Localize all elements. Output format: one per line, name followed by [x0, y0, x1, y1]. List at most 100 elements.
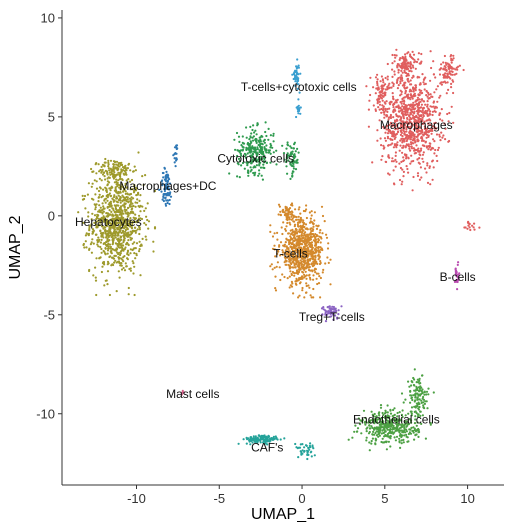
- data-point: [297, 109, 300, 112]
- data-point: [112, 163, 115, 166]
- data-point: [392, 82, 395, 86]
- data-point: [124, 233, 127, 236]
- data-point: [382, 144, 385, 147]
- data-point: [97, 217, 100, 220]
- data-point: [450, 61, 453, 64]
- data-point: [278, 205, 281, 208]
- data-point: [236, 162, 239, 165]
- data-point: [123, 188, 126, 191]
- data-point: [125, 179, 128, 182]
- data-point: [305, 282, 308, 285]
- data-point: [119, 190, 122, 194]
- data-point: [258, 164, 261, 167]
- data-point: [136, 198, 139, 201]
- data-point: [403, 124, 406, 127]
- data-point: [289, 211, 292, 214]
- data-point: [297, 112, 300, 115]
- data-point: [167, 185, 170, 188]
- data-point: [296, 240, 299, 243]
- data-point: [109, 159, 113, 162]
- data-point: [94, 206, 97, 209]
- data-point: [429, 119, 432, 122]
- data-point: [289, 241, 292, 244]
- data-point: [317, 250, 320, 253]
- data-point: [115, 204, 118, 207]
- data-point: [97, 189, 101, 193]
- data-point: [401, 151, 404, 154]
- data-point: [407, 97, 410, 100]
- data-point: [115, 173, 118, 176]
- data-point: [320, 307, 324, 310]
- data-point: [105, 233, 108, 236]
- data-point: [127, 286, 130, 290]
- data-point: [298, 268, 301, 271]
- data-point: [378, 94, 381, 97]
- data-point: [251, 128, 254, 132]
- data-point: [138, 232, 141, 236]
- data-point: [127, 239, 130, 242]
- data-point: [138, 240, 141, 243]
- data-point: [334, 307, 337, 310]
- data-point: [126, 228, 129, 231]
- data-point: [300, 450, 303, 454]
- data-point: [401, 79, 404, 82]
- data-point: [103, 175, 106, 178]
- data-point: [126, 224, 129, 227]
- data-point: [412, 75, 415, 78]
- data-point: [347, 438, 350, 441]
- data-point: [440, 63, 443, 66]
- data-point: [447, 120, 450, 123]
- x-axis-ticks: -10 -5 0 5 10: [127, 485, 475, 506]
- data-point: [394, 165, 397, 168]
- data-point: [267, 127, 270, 130]
- data-point: [163, 189, 166, 193]
- data-point: [398, 411, 401, 414]
- data-point: [374, 439, 377, 442]
- data-point: [133, 265, 136, 268]
- data-point: [371, 161, 374, 164]
- data-point: [144, 207, 147, 210]
- data-point: [439, 82, 442, 85]
- data-point: [284, 229, 287, 232]
- data-point: [311, 250, 315, 253]
- data-point: [377, 426, 380, 429]
- data-point: [432, 105, 435, 108]
- data-point: [109, 213, 112, 216]
- data-point: [288, 250, 291, 253]
- data-point: [169, 191, 172, 194]
- data-point: [310, 249, 313, 252]
- data-point: [424, 167, 427, 170]
- data-point: [258, 141, 261, 144]
- data-point: [403, 99, 406, 103]
- data-point: [113, 254, 116, 257]
- data-point: [427, 108, 431, 111]
- data-point: [417, 427, 420, 431]
- data-point: [432, 125, 435, 128]
- data-point: [295, 280, 298, 283]
- data-point: [428, 146, 431, 149]
- data-point: [298, 206, 301, 209]
- data-point: [107, 161, 110, 164]
- data-point: [126, 213, 129, 216]
- data-point: [376, 100, 379, 104]
- data-point: [302, 219, 305, 222]
- data-point: [100, 165, 103, 168]
- data-point: [364, 416, 367, 420]
- data-point: [399, 57, 402, 60]
- data-point: [387, 154, 390, 157]
- data-point: [292, 214, 295, 217]
- data-point: [417, 147, 420, 150]
- data-point: [169, 182, 172, 185]
- data-point: [294, 84, 297, 87]
- data-point: [286, 256, 289, 259]
- data-point: [414, 88, 417, 91]
- data-point: [401, 135, 404, 138]
- data-point: [419, 166, 422, 169]
- data-point: [381, 437, 384, 440]
- data-point: [118, 230, 121, 233]
- data-point: [146, 202, 149, 205]
- data-point: [286, 215, 289, 218]
- data-point: [440, 108, 443, 111]
- data-point: [395, 113, 398, 116]
- data-point: [431, 113, 434, 117]
